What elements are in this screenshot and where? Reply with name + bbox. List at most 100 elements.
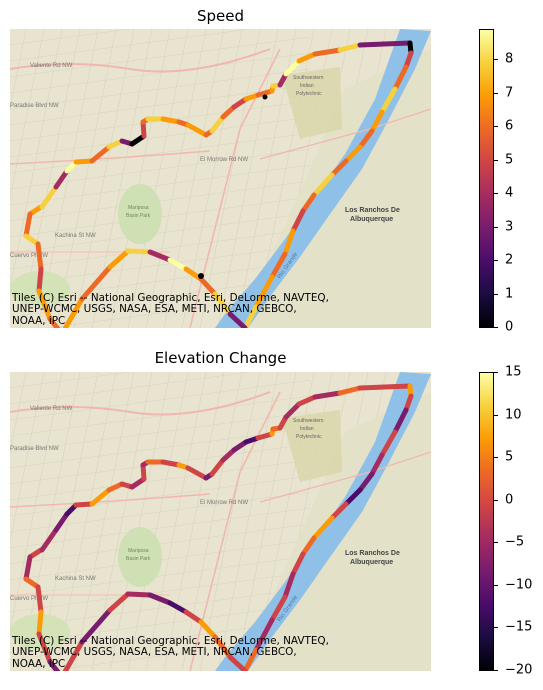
route-segment — [53, 511, 70, 533]
route-segment — [79, 264, 113, 302]
svg-text:Polytechnic: Polytechnic — [296, 91, 322, 97]
route-segment — [337, 385, 363, 396]
route-segment — [282, 228, 296, 257]
colorbar-tick — [493, 457, 498, 459]
svg-text:Mariposa: Mariposa — [128, 205, 149, 211]
svg-text:Polytechnic: Polytechnic — [296, 434, 322, 440]
route-segment — [125, 591, 153, 598]
route-segment — [392, 64, 409, 92]
route-segment — [125, 248, 153, 255]
route-segment — [185, 465, 209, 481]
route-segment — [73, 501, 95, 508]
tile-attribution: Tiles (C) Esri -- National Geographic, E… — [12, 291, 329, 327]
colorbar-elevation: −20 −15 −10 −5 0 5 10 15 — [479, 365, 532, 678]
route-map: Valiente Rd NW Paradise Blvd NW El Morrow … — [10, 29, 431, 328]
basemap-speed[interactable]: Valiente Rd NW Paradise Blvd NW El Morrow … — [10, 29, 431, 328]
colorbar-tick-label: −5 — [505, 534, 525, 550]
route-segment — [39, 527, 59, 553]
route-segment — [290, 551, 306, 577]
route-segment — [253, 617, 275, 653]
route-segment — [36, 266, 44, 294]
route-segment — [35, 241, 44, 272]
route-segment — [369, 452, 385, 477]
panel-title-elevation: Elevation Change — [154, 349, 287, 367]
route-segment — [329, 158, 349, 178]
colorbar-tick-label: 0 — [505, 319, 514, 335]
svg-text:Kachina St NW: Kachina St NW — [55, 233, 96, 239]
route-segment — [36, 288, 53, 322]
route-segment — [343, 144, 363, 164]
route-segment — [39, 184, 59, 210]
svg-text:Cuervo Pl NW: Cuervo Pl NW — [10, 253, 48, 259]
route-segment — [242, 304, 259, 328]
route-segment — [296, 394, 318, 407]
route-segment — [62, 639, 85, 671]
svg-text:Albuquerque: Albuquerque — [350, 216, 393, 223]
svg-text:Albuquerque: Albuquerque — [350, 559, 393, 566]
route-segment — [300, 535, 317, 557]
route-segment — [269, 594, 288, 623]
route-segment — [282, 571, 296, 600]
route-segment — [47, 316, 61, 328]
route-map: Valiente Rd NW Paradise Blvd NW El Morrow … — [10, 372, 431, 671]
basemap-elevation[interactable]: Valiente Rd NW Paradise Blvd NW El Morrow … — [10, 372, 431, 671]
route-segment — [357, 471, 375, 493]
svg-text:Indian: Indian — [300, 426, 314, 432]
colorbar-tick — [493, 670, 498, 671]
colorbar-tick — [493, 293, 498, 295]
colorbar-tick — [493, 372, 498, 373]
route-segment — [329, 501, 349, 521]
route-segment — [73, 158, 95, 165]
colorbar-tick — [493, 193, 498, 195]
route-segment — [160, 116, 182, 125]
svg-text:Southwestern: Southwestern — [293, 418, 324, 424]
colorbar-tick — [493, 627, 498, 629]
route-segment — [227, 311, 248, 328]
route-segment — [167, 257, 189, 272]
colorbar-tick-label: 15 — [505, 364, 522, 380]
route-segment — [167, 600, 189, 615]
svg-text:Valiente Rd NW: Valiente Rd NW — [30, 406, 73, 412]
colorbar-tick-label: 5 — [505, 152, 514, 168]
svg-text:Cuervo Pl NW: Cuervo Pl NW — [10, 596, 48, 602]
colorbar-tick — [493, 159, 498, 161]
route-segment — [107, 591, 131, 613]
route-segment — [36, 631, 53, 665]
svg-text:Indian: Indian — [300, 83, 314, 89]
colorbar-tick-label: 10 — [505, 407, 522, 423]
route-segment — [62, 296, 85, 328]
colorbar-tick — [493, 260, 498, 262]
route-segment — [357, 383, 413, 391]
colorbar-tick — [493, 327, 498, 328]
route-segment — [253, 274, 275, 310]
colorbar-tick-label: 5 — [505, 449, 514, 465]
svg-text:El Morrow Rd NW: El Morrow Rd NW — [200, 157, 248, 163]
route-segment — [53, 168, 70, 190]
route-segment — [107, 248, 131, 270]
colorbar-tick — [493, 542, 498, 544]
colorbar-tick — [493, 226, 498, 228]
colorbar-tick — [493, 414, 498, 416]
route-segment — [36, 609, 44, 637]
colorbar-tick-label: −20 — [505, 662, 533, 678]
route-segment — [183, 609, 204, 625]
svg-text:Kachina St NW: Kachina St NW — [55, 576, 96, 582]
colorbar-tick-label: −15 — [505, 619, 533, 635]
svg-text:Los Ranchos De: Los Ranchos De — [345, 207, 400, 214]
colorbar-tick — [493, 59, 498, 61]
colorbar-tick — [493, 584, 498, 586]
route-segment — [47, 659, 61, 671]
route-segment — [269, 251, 288, 280]
route-segment — [198, 619, 218, 640]
tile-attribution: Tiles (C) Esri -- National Geographic, E… — [12, 634, 329, 670]
route-segment — [212, 291, 233, 317]
route-segment — [369, 109, 385, 134]
svg-text:Valiente Rd NW: Valiente Rd NW — [30, 63, 73, 69]
route-segment — [23, 211, 33, 239]
route-segment — [296, 51, 318, 64]
route-segment — [160, 459, 182, 468]
route-segment — [35, 584, 44, 615]
route-segment — [357, 128, 375, 150]
route-segment — [198, 276, 218, 297]
colorbar-tick-label: 3 — [505, 219, 514, 235]
